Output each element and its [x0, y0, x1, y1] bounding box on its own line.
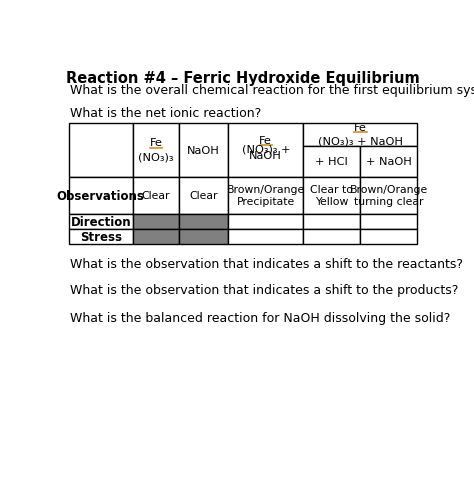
Text: + HCl: + HCl [315, 157, 348, 167]
Bar [360, 229, 417, 245]
Bar [133, 229, 179, 245]
Text: Observations: Observations [57, 189, 145, 202]
Bar [133, 214, 179, 229]
Text: Fe: Fe [259, 136, 272, 146]
Bar [303, 177, 360, 214]
Text: What is the observation that indicates a shift to the reactants?: What is the observation that indicates a… [70, 258, 463, 271]
Bar [303, 214, 360, 229]
Text: NaOH: NaOH [187, 145, 220, 155]
Text: Brown/Orange
Precipitate: Brown/Orange Precipitate [227, 184, 305, 207]
Bar [360, 214, 417, 229]
Text: Direction: Direction [71, 215, 131, 228]
Bar [303, 123, 417, 147]
Bar [69, 123, 133, 177]
Bar [179, 229, 228, 245]
Text: Brown/Orange
turning clear: Brown/Orange turning clear [349, 184, 428, 207]
Bar [179, 177, 228, 214]
Text: What is the overall chemical reaction for the first equilibrium system?: What is the overall chemical reaction fo… [70, 83, 474, 96]
Text: Clear: Clear [190, 191, 218, 200]
Text: What is the net ionic reaction?: What is the net ionic reaction? [70, 106, 261, 120]
Text: Fe: Fe [354, 122, 367, 133]
Bar [69, 229, 133, 245]
Text: Clear: Clear [142, 191, 170, 200]
Bar [360, 147, 417, 177]
Text: NaOH: NaOH [249, 151, 282, 161]
Bar [303, 229, 360, 245]
Text: What is the observation that indicates a shift to the products?: What is the observation that indicates a… [70, 283, 458, 296]
Text: Stress: Stress [80, 231, 122, 243]
Text: (NO₃)₃: (NO₃)₃ [138, 152, 174, 163]
Text: Fe: Fe [150, 138, 163, 148]
Text: (NO₃)₃ + NaOH: (NO₃)₃ + NaOH [318, 136, 403, 147]
Text: Clear to
Yellow: Clear to Yellow [310, 184, 353, 207]
Text: Reaction #4 – Ferric Hydroxide Equilibrium: Reaction #4 – Ferric Hydroxide Equilibri… [66, 71, 420, 86]
Bar [228, 123, 303, 177]
Bar [133, 177, 179, 214]
Bar [179, 214, 228, 229]
Bar [69, 214, 133, 229]
Text: (NO₃)₃ +: (NO₃)₃ + [242, 145, 290, 154]
Bar [133, 123, 179, 177]
Bar [303, 147, 360, 177]
Bar [69, 177, 133, 214]
Bar [228, 214, 303, 229]
Text: What is the balanced reaction for NaOH dissolving the solid?: What is the balanced reaction for NaOH d… [70, 312, 450, 325]
Bar [228, 229, 303, 245]
Bar [179, 123, 228, 177]
Bar [360, 177, 417, 214]
Bar [228, 177, 303, 214]
Text: + NaOH: + NaOH [365, 157, 411, 167]
